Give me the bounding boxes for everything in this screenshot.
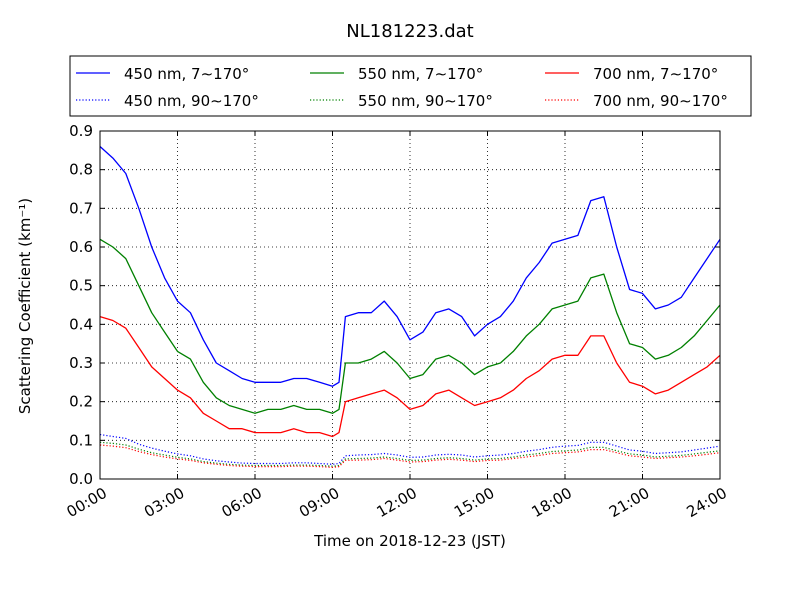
series-line-2	[99, 315, 721, 438]
x-axis-label: Time on 2018-12-23 (JST)	[313, 532, 506, 550]
x-tick-label: 15:00	[451, 484, 497, 521]
x-tick-label: 06:00	[219, 484, 265, 521]
y-tick-label: 0.8	[69, 161, 93, 179]
y-tick-label: 0.4	[69, 315, 93, 333]
x-tick-label: 03:00	[141, 484, 187, 521]
x-tick-label: 12:00	[374, 484, 420, 521]
series-line-3	[99, 433, 721, 465]
series-layer	[99, 146, 721, 468]
legend-label-3: 450 nm, 90∼170°	[124, 92, 259, 110]
legend-frame	[69, 55, 752, 117]
legend-label-5: 700 nm, 90∼170°	[593, 92, 728, 110]
series-line-4	[99, 441, 721, 467]
y-tick-label: 0.6	[69, 238, 93, 256]
legend-label-2: 700 nm, 7∼170°	[593, 65, 718, 83]
legend-label-0: 450 nm, 7∼170°	[124, 65, 249, 83]
x-tick-label: 18:00	[529, 484, 575, 521]
y-tick-label: 0.0	[69, 470, 93, 488]
y-tick-label: 0.3	[69, 354, 93, 372]
legend: 450 nm, 7∼170° 550 nm, 7∼170° 700 nm, 7∼17…	[69, 55, 752, 117]
y-axis-label: Scattering Coefficient (km⁻¹)	[16, 198, 34, 414]
y-tick-label: 0.2	[69, 393, 93, 411]
y-tick-label: 0.9	[69, 122, 93, 140]
ticks: 00:00 03:00 06:00 09:00 12:00 15:00 18:00 21:00…	[64, 122, 730, 521]
y-tick-label: 0.5	[69, 277, 93, 295]
series-line-5	[99, 444, 721, 468]
legend-label-4: 550 nm, 90∼170°	[358, 92, 493, 110]
series-line-1	[99, 238, 721, 414]
legend-label-1: 550 nm, 7∼170°	[358, 65, 483, 83]
x-tick-label: 09:00	[296, 484, 342, 521]
series-line-0	[99, 146, 721, 387]
y-tick-label: 0.1	[69, 431, 93, 449]
chart-title: NL181223.dat	[346, 21, 473, 42]
x-tick-label: 24:00	[684, 484, 730, 521]
grid	[100, 131, 720, 479]
y-tick-label: 0.7	[69, 199, 93, 217]
x-tick-label: 21:00	[606, 484, 652, 521]
x-tick-label: 00:00	[64, 484, 110, 521]
